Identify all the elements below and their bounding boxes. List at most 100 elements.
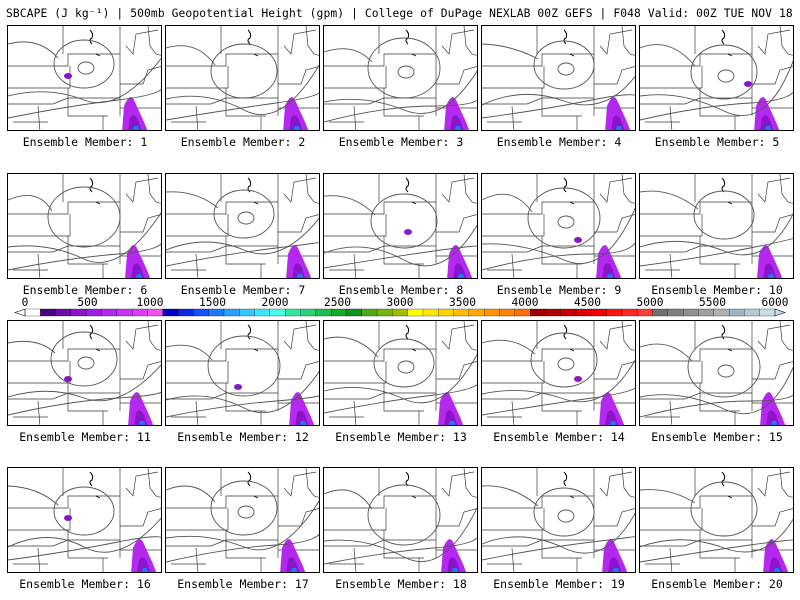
colorbar-swatch [193,308,210,317]
lake-outline [405,471,410,487]
ensemble-member-map [323,467,478,573]
state-borders [8,26,161,130]
cape-shading [757,245,783,278]
cape-shading [283,97,309,130]
height-contours [640,44,793,121]
ensemble-member-map [7,173,162,279]
colorbar-left-arrow [14,308,26,317]
colorbar-swatch [70,308,87,317]
cape-shading [64,73,148,130]
ensemble-member-map [639,467,794,573]
member-label: Ensemble Member: 6 [22,283,148,297]
cape-shading [574,376,625,425]
colorbar-swatch [177,308,194,317]
map-canvas [324,468,477,572]
lake-outline [89,324,94,340]
colorbar-swatch [560,308,577,317]
ensemble-member-map [481,467,636,573]
member-label: Ensemble Member: 5 [654,135,780,149]
map-canvas [640,174,793,278]
cape-shading [444,97,470,130]
colorbar-swatch [728,308,745,317]
ensemble-member-map [323,173,478,279]
colorbar-swatch [575,308,592,317]
state-borders [8,321,161,425]
lake-outline [247,471,252,487]
ensemble-member-map [165,320,320,426]
lake-outline [721,29,726,45]
colorbar-swatch [208,308,225,317]
member-label: Ensemble Member: 13 [335,430,467,444]
height-contours [482,40,635,119]
height-contours [640,481,793,563]
state-borders [166,174,319,278]
map-canvas [324,26,477,130]
ensemble-member-map [7,25,162,131]
map-canvas [324,174,477,278]
member-label: Ensemble Member: 2 [180,135,306,149]
cape-shading [744,81,780,130]
ensemble-member-map [323,320,478,426]
map-canvas [482,26,635,130]
map-canvas [166,26,319,130]
lake-outline [89,471,94,487]
colorbar-swatch [453,308,470,317]
colorbar-swatch [239,308,256,317]
colorbar-swatch [392,308,409,317]
colorbar-swatch [55,308,72,317]
colorbar-swatch [744,308,761,317]
lake-outline [247,324,252,340]
member-label: Ensemble Member: 1 [22,135,148,149]
colorbar-swatch [667,308,684,317]
map-canvas [640,321,793,425]
colorbar-swatch [24,308,41,317]
map-canvas [324,321,477,425]
lake-outline [405,177,410,193]
lake-outline [89,177,94,193]
colorbar-swatch [606,308,623,317]
member-label: Ensemble Member: 19 [493,577,625,591]
colorbar-tick-label: 500 [77,296,98,309]
colorbar-swatch [438,308,455,317]
member-label: Ensemble Member: 20 [651,577,783,591]
colorbar-swatch [529,308,546,317]
member-label: Ensemble Member: 14 [493,430,625,444]
cape-shading [234,384,315,425]
ensemble-member-map [7,467,162,573]
map-canvas [482,174,635,278]
height-contours [482,187,635,271]
colorbar-swatch [116,308,133,317]
colorbar-swatch [101,308,118,317]
map-canvas [482,321,635,425]
colorbar-tick-label: 4000 [511,296,539,309]
member-label: Ensemble Member: 4 [496,135,622,149]
colorbar-swatch [484,308,500,317]
colorbar-swatch [698,308,715,317]
member-label: Ensemble Member: 3 [338,135,464,149]
height-contours [640,336,793,418]
cape-shading [602,539,628,572]
colorbar-swatch [713,308,730,317]
map-canvas [166,174,319,278]
cape-shading [605,97,631,130]
height-contours [482,332,635,416]
lake-outline [405,29,410,45]
lake-outline [563,29,568,45]
state-borders [8,468,161,572]
colorbar-swatch [621,308,638,317]
cape-shading [64,376,154,425]
height-contours [166,43,319,121]
colorbar-swatch [422,308,439,317]
colorbar-swatch [285,308,301,317]
height-contours [166,480,319,563]
member-label: Ensemble Member: 12 [177,430,309,444]
sbcape-colorbar [14,308,786,317]
height-contours [166,189,319,267]
colorbar-tick-label: 4500 [574,296,601,309]
member-label: Ensemble Member: 10 [651,283,783,297]
colorbar-swatch [131,308,148,317]
height-contours [324,37,477,123]
colorbar-tick-label: 0 [21,296,29,309]
cape-shading [286,245,312,278]
state-borders [166,26,319,130]
